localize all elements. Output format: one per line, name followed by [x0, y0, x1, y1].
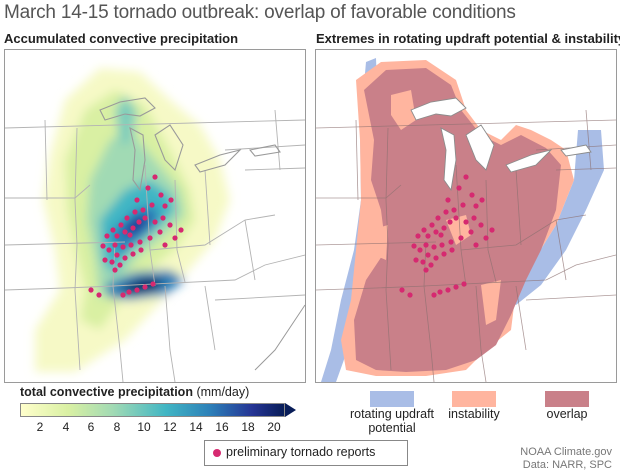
tornado-report-marker	[213, 449, 221, 457]
colorbar-tick: 6	[87, 420, 95, 434]
instability-label: instability	[448, 407, 500, 421]
colorbar	[20, 403, 285, 417]
updraft-east-region	[506, 130, 604, 305]
state-borders	[316, 109, 616, 382]
updraft-label: rotating updraft potential	[349, 407, 435, 435]
tornado-legend	[204, 440, 408, 466]
credit-source: NOAA Climate.gov	[520, 446, 612, 458]
figure-title: March 14-15 tornado outbreak: overlap of…	[4, 2, 516, 23]
overlap-swatch	[545, 391, 589, 407]
colorbar-extend-arrow	[285, 403, 296, 417]
tornado-legend-label: preliminary tornado reports	[226, 445, 376, 459]
colorbar-units: (mm/day)	[196, 385, 250, 399]
great-lakes	[99, 97, 281, 192]
colorbar-tick: 12	[163, 420, 177, 434]
precipitation-field	[35, 68, 230, 372]
tornado-reports-left	[88, 174, 184, 298]
colorbar-tick: 10	[137, 420, 151, 434]
colorbar-tick: 14	[189, 420, 203, 434]
colorbar-tick: 2	[36, 420, 44, 434]
updraft-swatch	[370, 391, 414, 407]
left-panel-title: Accumulated convective precipitation	[4, 31, 239, 46]
overlap-map	[315, 49, 617, 383]
instability-swatch	[452, 391, 496, 407]
tornado-reports-right	[399, 174, 495, 298]
colorbar-title: total convective precipitation (mm/day)	[20, 385, 249, 399]
colorbar-tick: 20	[267, 420, 281, 434]
colorbar-tick: 4	[62, 420, 70, 434]
colorbar-tick: 8	[113, 420, 121, 434]
overlap-label: overlap	[546, 407, 588, 421]
colorbar-tick: 18	[241, 420, 255, 434]
right-panel-title: Extremes in rotating updraft potential &…	[316, 31, 620, 46]
precipitation-map	[4, 49, 306, 383]
colorbar-tick: 16	[215, 420, 229, 434]
colorbar-title-bold: total convective precipitation	[20, 385, 193, 399]
great-lakes	[410, 97, 592, 192]
credit-data: Data: NARR, SPC	[522, 459, 612, 471]
